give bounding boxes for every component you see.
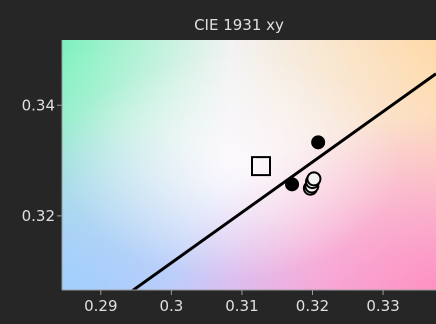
x-tick-label-0: 0.29: [84, 297, 117, 315]
filled-point-marker-0-0: [311, 135, 326, 150]
x-tick-label-3: 0.32: [296, 297, 329, 315]
axes: 0.29 0.3 0.31 0.32 0.33 0.32 0.34: [22, 40, 436, 315]
open-point-marker-1-3: [306, 171, 322, 187]
x-tick-label-2: 0.31: [225, 297, 258, 315]
chromaticity-gradient-background: [62, 40, 436, 290]
y-tick-label-0: 0.32: [22, 207, 55, 225]
chart-title: CIE 1931 xy: [194, 16, 284, 34]
target-square-marker: [250, 156, 271, 177]
x-tick-label-4: 0.33: [366, 297, 399, 315]
trend-line: [131, 72, 436, 290]
x-tick-label-1: 0.3: [159, 297, 183, 315]
y-tick-label-1: 0.34: [22, 96, 55, 114]
filled-point-marker-0-1: [285, 177, 300, 192]
